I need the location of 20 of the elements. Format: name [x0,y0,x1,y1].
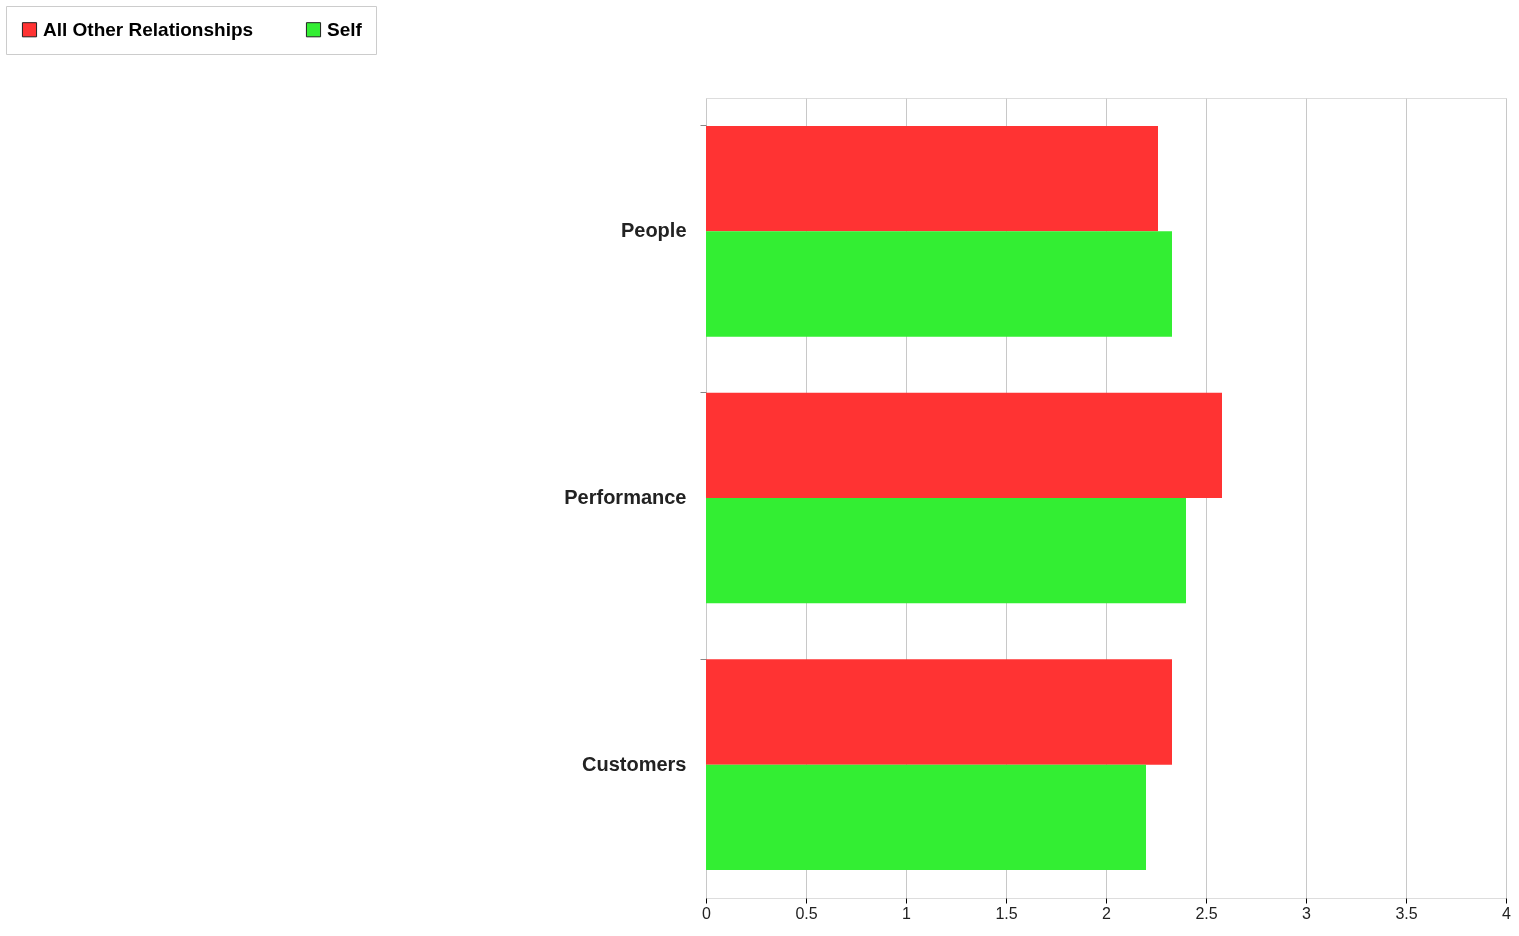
bar [706,764,1146,870]
x-tick-label: 4 [1502,904,1512,922]
bar [706,659,1172,765]
bar [706,126,1158,232]
y-tick-label: Performance [564,486,687,508]
x-tick-label: 2 [1102,904,1112,922]
x-tick-label: 1 [902,904,912,922]
y-tick-label: People [620,219,687,242]
legend-label: Self [327,18,363,40]
x-tick-label: 3 [1302,904,1312,922]
y-tick-label: Customers [582,752,687,775]
legend-label: All Other Relationships [43,18,254,40]
x-tick-label: 2.5 [1195,904,1218,922]
x-tick-label: 0 [702,904,712,922]
bar [706,498,1186,604]
x-tick-label: 1.5 [995,904,1018,922]
bar [706,392,1222,498]
bar [706,231,1172,337]
x-tick-label: 0.5 [795,904,818,922]
x-tick-label: 3.5 [1395,904,1418,922]
